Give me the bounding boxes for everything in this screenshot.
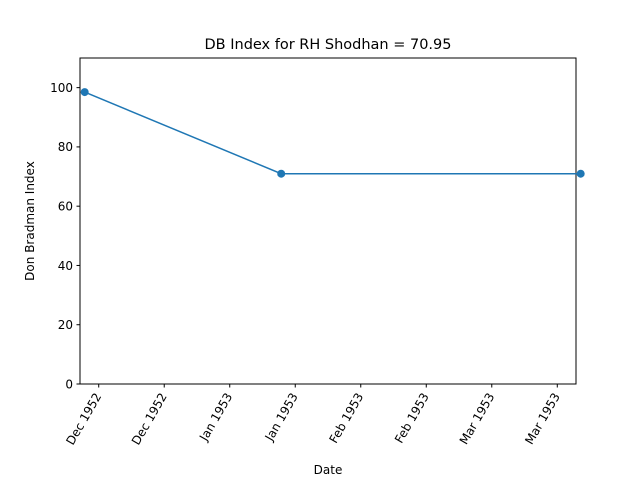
y-axis-label: Don Bradman Index xyxy=(23,161,37,281)
y-axis: 0 20 40 60 80 100 xyxy=(50,81,80,391)
x-tick-label: Dec 1952 xyxy=(129,391,170,448)
data-point xyxy=(277,169,286,178)
y-tick-label: 40 xyxy=(58,259,73,273)
plot-area xyxy=(79,57,577,385)
y-tick-label: 80 xyxy=(58,140,73,154)
data-point xyxy=(576,169,585,178)
data-point xyxy=(80,88,89,97)
x-tick-label: Feb 1953 xyxy=(326,391,366,446)
x-tick-label: Jan 1953 xyxy=(196,391,235,445)
chart-title: DB Index for RH Shodhan = 70.95 xyxy=(205,37,452,53)
x-tick-label: Mar 1953 xyxy=(457,390,498,446)
x-tick-label: Feb 1953 xyxy=(392,391,432,446)
y-tick-label: 60 xyxy=(58,199,73,213)
x-tick-label: Mar 1953 xyxy=(522,391,563,447)
y-tick-label: 20 xyxy=(58,318,73,332)
x-axis: Dec 1952 Dec 1952 Jan 1953 Jan 1953 Feb 1953… xyxy=(63,384,563,448)
y-tick-label: 0 xyxy=(65,377,73,391)
series-layer xyxy=(80,88,585,178)
x-axis-label: Date xyxy=(314,463,343,477)
y-tick-label: 100 xyxy=(50,81,73,95)
x-tick-label: Jan 1953 xyxy=(262,391,301,445)
x-tick-label: Dec 1952 xyxy=(63,391,104,448)
